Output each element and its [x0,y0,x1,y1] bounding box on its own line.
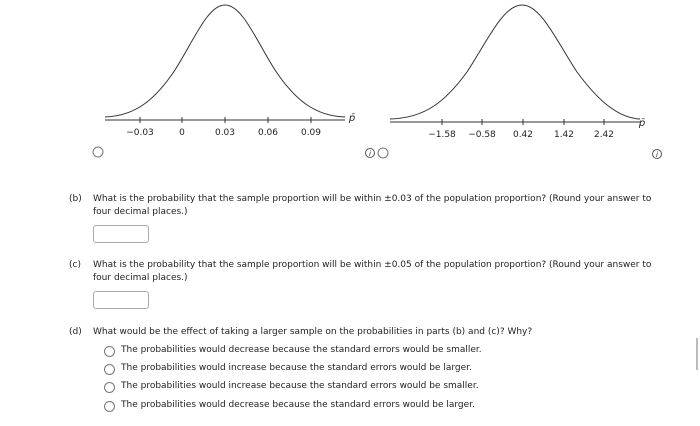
option-text[interactable]: The probabilities would decrease because… [121,400,475,410]
tick-label: 1.42 [554,130,574,140]
info-i: i [369,150,371,158]
info-i: i [656,151,658,159]
question-text: What is the probability that the sample … [93,260,652,270]
tick-label: 0.03 [215,128,235,138]
question-text: What is the probability that the sample … [93,194,652,204]
tick-label: 0.42 [513,130,533,140]
question-label: (c) [69,260,81,270]
axis-label: p̄ [348,113,356,124]
question-text: four decimal places.) [93,207,188,217]
answer-input[interactable] [93,291,149,309]
tick-label: −0.03 [126,128,154,138]
question-text: four decimal places.) [93,273,188,283]
axis-label: p̄ [638,118,646,129]
radio[interactable] [104,401,115,412]
tick-label: 0 [179,128,185,138]
option-text[interactable]: The probabilities would decrease because… [121,345,482,355]
question-label: (b) [69,194,82,204]
radio[interactable] [104,364,115,375]
tick-label: −0.58 [468,130,496,140]
bell-curve [104,4,346,118]
tick-label: 0.09 [301,128,321,138]
radio[interactable] [104,346,115,357]
radio[interactable] [104,382,115,393]
bell-curve [389,4,641,120]
info-icon[interactable] [652,149,662,159]
tick-label: 2.42 [594,130,614,140]
question-label: (d) [69,327,82,337]
info-icon[interactable] [365,148,375,158]
option-text[interactable]: The probabilities would increase because… [121,363,472,373]
radio[interactable] [92,146,104,158]
tick-label: 0.06 [258,128,278,138]
question-text: What would be the effect of taking a lar… [93,327,533,337]
radio[interactable] [377,147,389,159]
answer-input[interactable] [93,225,149,243]
option-text[interactable]: The probabilities would increase because… [121,381,479,391]
tick-label: −1.58 [428,130,456,140]
